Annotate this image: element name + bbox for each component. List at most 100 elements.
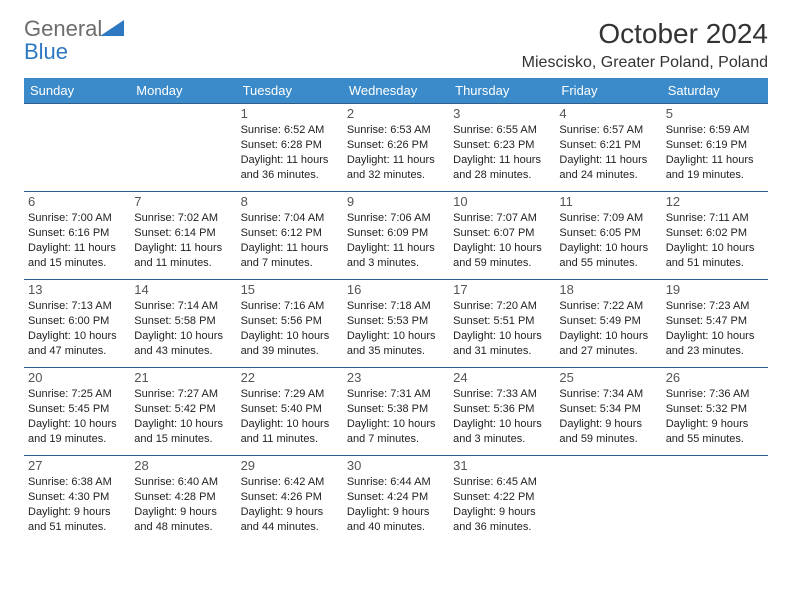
day-number: 17 bbox=[453, 282, 551, 297]
day-info: Sunrise: 7:16 AMSunset: 5:56 PMDaylight:… bbox=[241, 299, 339, 358]
day-info: Sunrise: 6:53 AMSunset: 6:26 PMDaylight:… bbox=[347, 123, 445, 182]
title-block: October 2024 Miescisko, Greater Poland, … bbox=[522, 18, 768, 72]
day-number: 23 bbox=[347, 370, 445, 385]
day-cell: 19 Sunrise: 7:23 AMSunset: 5:47 PMDayligh… bbox=[662, 280, 768, 368]
day-info: Sunrise: 6:44 AMSunset: 4:24 PMDaylight:… bbox=[347, 475, 445, 534]
day-info: Sunrise: 7:29 AMSunset: 5:40 PMDaylight:… bbox=[241, 387, 339, 446]
day-number: 14 bbox=[134, 282, 232, 297]
day-info: Sunrise: 7:13 AMSunset: 6:00 PMDaylight:… bbox=[28, 299, 126, 358]
day-cell: 17 Sunrise: 7:20 AMSunset: 5:51 PMDayligh… bbox=[449, 280, 555, 368]
day-info: Sunrise: 7:22 AMSunset: 5:49 PMDaylight:… bbox=[559, 299, 657, 358]
calendar-row: 13 Sunrise: 7:13 AMSunset: 6:00 PMDayligh… bbox=[24, 280, 768, 368]
day-number: 16 bbox=[347, 282, 445, 297]
day-info: Sunrise: 7:14 AMSunset: 5:58 PMDaylight:… bbox=[134, 299, 232, 358]
day-number: 31 bbox=[453, 458, 551, 473]
day-number: 5 bbox=[666, 106, 764, 121]
calendar-row: 1 Sunrise: 6:52 AMSunset: 6:28 PMDaylight… bbox=[24, 104, 768, 192]
day-number: 4 bbox=[559, 106, 657, 121]
day-number: 21 bbox=[134, 370, 232, 385]
day-cell: 11 Sunrise: 7:09 AMSunset: 6:05 PMDayligh… bbox=[555, 192, 661, 280]
day-header: Wednesday bbox=[343, 78, 449, 104]
day-number: 27 bbox=[28, 458, 126, 473]
location-text: Miescisko, Greater Poland, Poland bbox=[522, 54, 768, 72]
day-cell: 28Sunrise: 6:40 AMSunset: 4:28 PMDayligh… bbox=[130, 456, 236, 544]
day-info: Sunrise: 7:27 AMSunset: 5:42 PMDaylight:… bbox=[134, 387, 232, 446]
day-cell: 6Sunrise: 7:00 AMSunset: 6:16 PMDaylight… bbox=[24, 192, 130, 280]
day-number: 11 bbox=[559, 194, 657, 209]
day-cell: 4 Sunrise: 6:57 AMSunset: 6:21 PMDaylight… bbox=[555, 104, 661, 192]
page-header: General Blue October 2024 Miescisko, Gre… bbox=[24, 18, 768, 72]
brand-part1: General bbox=[24, 16, 102, 41]
day-info: Sunrise: 7:20 AMSunset: 5:51 PMDaylight:… bbox=[453, 299, 551, 358]
day-header: Tuesday bbox=[237, 78, 343, 104]
day-cell: 21 Sunrise: 7:27 AMSunset: 5:42 PMDayligh… bbox=[130, 368, 236, 456]
day-info: Sunrise: 7:06 AMSunset: 6:09 PMDaylight:… bbox=[347, 211, 445, 270]
day-cell: 9 Sunrise: 7:06 AMSunset: 6:09 PMDaylight… bbox=[343, 192, 449, 280]
day-info: Sunrise: 7:33 AMSunset: 5:36 PMDaylight:… bbox=[453, 387, 551, 446]
day-info: Sunrise: 6:52 AMSunset: 6:28 PMDaylight:… bbox=[241, 123, 339, 182]
day-cell: 10 Sunrise: 7:07 AMSunset: 6:07 PMDayligh… bbox=[449, 192, 555, 280]
day-cell: 1 Sunrise: 6:52 AMSunset: 6:28 PMDaylight… bbox=[237, 104, 343, 192]
day-info: Sunrise: 7:02 AMSunset: 6:14 PMDaylight:… bbox=[134, 211, 232, 270]
day-cell: 3Sunrise: 6:55 AMSunset: 6:23 PMDaylight… bbox=[449, 104, 555, 192]
day-number: 10 bbox=[453, 194, 551, 209]
day-info: Sunrise: 7:36 AMSunset: 5:32 PMDaylight:… bbox=[666, 387, 764, 446]
day-number: 9 bbox=[347, 194, 445, 209]
day-info: Sunrise: 7:11 AMSunset: 6:02 PMDaylight:… bbox=[666, 211, 764, 270]
day-cell: 24 Sunrise: 7:33 AMSunset: 5:36 PMDayligh… bbox=[449, 368, 555, 456]
day-cell: 16Sunrise: 7:18 AMSunset: 5:53 PMDayligh… bbox=[343, 280, 449, 368]
day-number: 24 bbox=[453, 370, 551, 385]
day-info: Sunrise: 6:57 AMSunset: 6:21 PMDaylight:… bbox=[559, 123, 657, 182]
day-info: Sunrise: 7:25 AMSunset: 5:45 PMDaylight:… bbox=[28, 387, 126, 446]
day-header: Saturday bbox=[662, 78, 768, 104]
calendar-row: 27 Sunrise: 6:38 AMSunset: 4:30 PMDayligh… bbox=[24, 456, 768, 544]
day-number: 7 bbox=[134, 194, 232, 209]
day-info: Sunrise: 7:23 AMSunset: 5:47 PMDaylight:… bbox=[666, 299, 764, 358]
day-number: 25 bbox=[559, 370, 657, 385]
day-number: 26 bbox=[666, 370, 764, 385]
day-info: Sunrise: 6:42 AMSunset: 4:26 PMDaylight:… bbox=[241, 475, 339, 534]
day-info: Sunrise: 7:04 AMSunset: 6:12 PMDaylight:… bbox=[241, 211, 339, 270]
day-number: 18 bbox=[559, 282, 657, 297]
day-info: Sunrise: 6:55 AMSunset: 6:23 PMDaylight:… bbox=[453, 123, 551, 182]
brand-part2: Blue bbox=[24, 39, 68, 64]
calendar-page: General Blue October 2024 Miescisko, Gre… bbox=[0, 0, 792, 562]
day-info: Sunrise: 6:40 AMSunset: 4:28 PMDaylight:… bbox=[134, 475, 232, 534]
day-cell: 25Sunrise: 7:34 AMSunset: 5:34 PMDayligh… bbox=[555, 368, 661, 456]
brand-triangle-icon bbox=[100, 20, 124, 36]
empty-cell bbox=[130, 104, 236, 192]
day-info: Sunrise: 7:00 AMSunset: 6:16 PMDaylight:… bbox=[28, 211, 126, 270]
day-cell: 18 Sunrise: 7:22 AMSunset: 5:49 PMDayligh… bbox=[555, 280, 661, 368]
month-title: October 2024 bbox=[522, 18, 768, 50]
day-cell: 22 Sunrise: 7:29 AMSunset: 5:40 PMDayligh… bbox=[237, 368, 343, 456]
brand-logo: General Blue bbox=[24, 18, 124, 64]
day-cell: 30 Sunrise: 6:44 AMSunset: 4:24 PMDayligh… bbox=[343, 456, 449, 544]
day-info: Sunrise: 6:45 AMSunset: 4:22 PMDaylight:… bbox=[453, 475, 551, 534]
day-number: 13 bbox=[28, 282, 126, 297]
day-info: Sunrise: 7:31 AMSunset: 5:38 PMDaylight:… bbox=[347, 387, 445, 446]
day-cell: 27 Sunrise: 6:38 AMSunset: 4:30 PMDayligh… bbox=[24, 456, 130, 544]
calendar-row: 6Sunrise: 7:00 AMSunset: 6:16 PMDaylight… bbox=[24, 192, 768, 280]
day-cell: 13 Sunrise: 7:13 AMSunset: 6:00 PMDayligh… bbox=[24, 280, 130, 368]
empty-cell bbox=[24, 104, 130, 192]
empty-cell bbox=[662, 456, 768, 544]
day-header: Friday bbox=[555, 78, 661, 104]
day-number: 15 bbox=[241, 282, 339, 297]
day-number: 1 bbox=[241, 106, 339, 121]
day-header: Sunday bbox=[24, 78, 130, 104]
day-cell: 20 Sunrise: 7:25 AMSunset: 5:45 PMDayligh… bbox=[24, 368, 130, 456]
day-number: 22 bbox=[241, 370, 339, 385]
calendar-head: SundayMondayTuesdayWednesdayThursdayFrid… bbox=[24, 78, 768, 104]
day-number: 20 bbox=[28, 370, 126, 385]
day-cell: 29Sunrise: 6:42 AMSunset: 4:26 PMDayligh… bbox=[237, 456, 343, 544]
day-cell: 5Sunrise: 6:59 AMSunset: 6:19 PMDaylight… bbox=[662, 104, 768, 192]
day-cell: 14 Sunrise: 7:14 AMSunset: 5:58 PMDayligh… bbox=[130, 280, 236, 368]
day-info: Sunrise: 7:07 AMSunset: 6:07 PMDaylight:… bbox=[453, 211, 551, 270]
day-number: 19 bbox=[666, 282, 764, 297]
calendar-row: 20 Sunrise: 7:25 AMSunset: 5:45 PMDayligh… bbox=[24, 368, 768, 456]
day-cell: 2Sunrise: 6:53 AMSunset: 6:26 PMDaylight… bbox=[343, 104, 449, 192]
day-number: 12 bbox=[666, 194, 764, 209]
day-number: 30 bbox=[347, 458, 445, 473]
day-info: Sunrise: 6:38 AMSunset: 4:30 PMDaylight:… bbox=[28, 475, 126, 534]
day-info: Sunrise: 7:09 AMSunset: 6:05 PMDaylight:… bbox=[559, 211, 657, 270]
